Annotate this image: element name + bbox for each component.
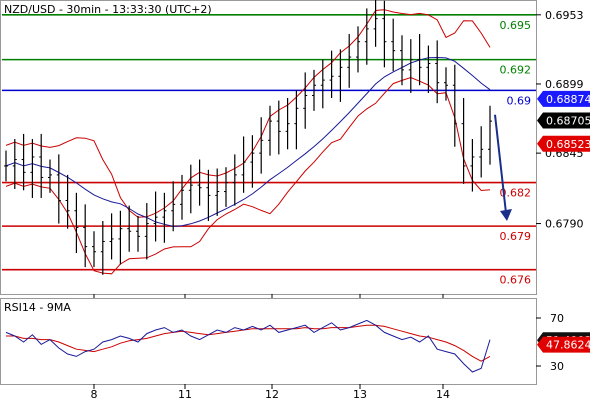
level-label: 0.679 [500,230,532,243]
rsi-lines [5,319,491,373]
level-lines: 0.695 0.692 0.69 0.682 0.679 0.676 [2,14,536,287]
arrow-shaft [494,114,507,214]
rsi-badge: 47.8624 [546,339,590,352]
level-label: 0.695 [500,19,532,32]
rsi-tick-label: 30 [550,360,564,373]
x-tick-label: 12 [265,388,279,400]
chart-title: NZD/USD - 30min - 13:33:30 (UTC+2) [4,3,212,16]
price-badge-bg [537,112,590,129]
x-tick-label: 11 [178,388,192,400]
rsi-title: RSI14 - 9MA [4,301,71,314]
level-label: 0.69 [507,94,532,107]
rsi-tick-label: 70 [550,312,564,325]
rsi-badge-bg [537,336,590,353]
rsi-line [5,319,491,373]
time-axis: 8 11 12 13 14 [91,294,450,400]
forecast-arrow [494,114,512,221]
price-badge: 0.68705 [546,114,590,127]
indicator-overlays [5,9,491,275]
price-badge-bg [537,135,590,152]
rsi-pane [0,298,537,385]
level-label: 0.676 [500,274,532,287]
bollinger-upper [5,9,491,218]
x-tick-label: 14 [436,388,450,400]
arrow-head [500,209,512,221]
price-badge: 0.68874 [546,93,590,106]
level-label: 0.692 [500,64,532,77]
rsi-ma-line [6,324,491,362]
price-tick-label: 0.6790 [545,218,584,231]
rsi-axis: 703051.490347.8624 [536,312,590,373]
price-bars [4,0,492,275]
price-tick-label: 0.6899 [545,78,584,91]
price-badges: 0.68874 0.68705 0.68523 [537,90,590,152]
level-label: 0.682 [500,187,532,200]
price-badge: 0.68523 [546,138,590,151]
price-badge-bg [537,90,590,107]
price-tick-label: 0.6953 [545,9,584,22]
moving-average [5,56,491,227]
main-pane [0,0,537,295]
x-tick-label: 13 [353,388,367,400]
x-tick-label: 8 [91,388,98,400]
bollinger-lower [5,76,491,275]
